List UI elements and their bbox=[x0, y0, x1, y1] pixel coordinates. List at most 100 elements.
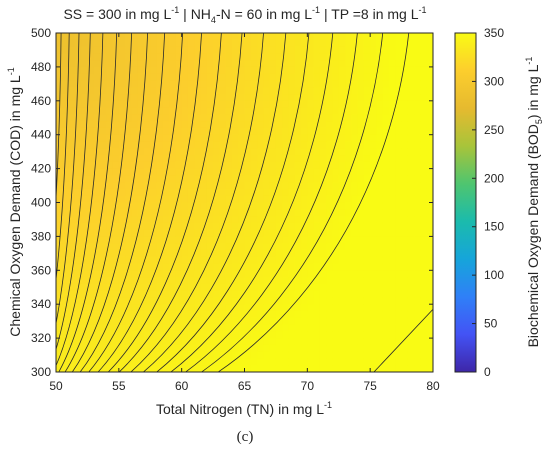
heatmap-cell bbox=[263, 60, 271, 68]
heatmap-cell bbox=[395, 209, 403, 217]
heatmap-cell bbox=[288, 222, 296, 231]
heatmap-cell bbox=[250, 60, 258, 68]
heatmap-cell bbox=[376, 155, 384, 163]
heatmap-cell bbox=[213, 297, 220, 305]
heatmap-cell bbox=[282, 168, 290, 176]
heatmap-cell bbox=[244, 209, 252, 217]
heatmap-cell bbox=[93, 100, 101, 109]
heatmap-cell bbox=[137, 249, 145, 258]
heatmap-cell bbox=[257, 66, 264, 75]
heatmap-cell bbox=[206, 216, 214, 224]
heatmap-cell bbox=[194, 127, 202, 136]
heatmap-cell bbox=[345, 283, 352, 292]
heatmap-cell bbox=[238, 249, 246, 258]
heatmap-cell bbox=[414, 148, 422, 156]
heatmap-cell bbox=[382, 114, 390, 122]
heatmap-cell bbox=[200, 134, 208, 143]
heatmap-cell bbox=[414, 236, 422, 244]
heatmap-cell bbox=[301, 236, 308, 244]
heatmap-cell bbox=[87, 175, 95, 183]
heatmap-cell bbox=[395, 216, 403, 224]
heatmap-cell bbox=[244, 202, 252, 210]
heatmap-cell bbox=[420, 222, 428, 231]
heatmap-cell bbox=[382, 182, 390, 190]
heatmap-cell bbox=[118, 80, 126, 88]
heatmap-cell bbox=[389, 365, 396, 372]
heatmap-cell bbox=[326, 317, 334, 326]
heatmap-cell bbox=[62, 53, 70, 61]
heatmap-cell bbox=[131, 175, 139, 183]
heatmap-cell bbox=[257, 148, 264, 156]
heatmap-cell bbox=[187, 94, 195, 102]
heatmap-cell bbox=[131, 331, 139, 339]
heatmap-cell bbox=[345, 127, 352, 136]
heatmap-cell bbox=[345, 277, 352, 285]
heatmap-cell bbox=[370, 283, 378, 292]
heatmap-cell bbox=[345, 229, 352, 237]
heatmap-cell bbox=[156, 107, 164, 115]
heatmap-cell bbox=[200, 53, 208, 61]
heatmap-cell bbox=[250, 39, 258, 48]
heatmap-cell bbox=[238, 188, 246, 197]
heatmap-cell bbox=[150, 236, 158, 244]
heatmap-cell bbox=[275, 202, 283, 210]
heatmap-cell bbox=[250, 304, 258, 312]
heatmap-cell bbox=[99, 87, 107, 95]
heatmap-cell bbox=[288, 351, 296, 360]
heatmap-cell bbox=[56, 277, 63, 285]
heatmap-cell bbox=[62, 358, 70, 366]
heatmap-cell bbox=[326, 222, 334, 231]
heatmap-cell bbox=[225, 304, 233, 312]
heatmap-cell bbox=[143, 317, 151, 326]
heatmap-cell bbox=[351, 236, 359, 244]
heatmap-cell bbox=[426, 114, 433, 122]
heatmap-cell bbox=[137, 263, 145, 271]
heatmap-cell bbox=[288, 290, 296, 299]
heatmap-cell bbox=[301, 73, 308, 82]
heatmap-cell bbox=[244, 33, 252, 41]
heatmap-cell bbox=[106, 216, 114, 224]
heatmap-cell bbox=[294, 66, 302, 75]
heatmap-cell bbox=[407, 155, 415, 163]
heatmap-cell bbox=[131, 277, 139, 285]
heatmap-cell bbox=[156, 236, 164, 244]
heatmap-cell bbox=[200, 310, 208, 319]
heatmap-cell bbox=[395, 236, 403, 244]
heatmap-cell bbox=[106, 73, 114, 82]
heatmap-cell bbox=[162, 121, 170, 129]
heatmap-cell bbox=[326, 107, 334, 115]
heatmap-cell bbox=[382, 338, 390, 346]
heatmap-cell bbox=[244, 39, 252, 48]
heatmap-cell bbox=[294, 60, 302, 68]
heatmap-cell bbox=[288, 188, 296, 197]
heatmap-cell bbox=[319, 195, 327, 204]
heatmap-cell bbox=[357, 249, 365, 258]
heatmap-cell bbox=[238, 155, 246, 163]
heatmap-cell bbox=[351, 270, 359, 278]
heatmap-cell bbox=[313, 107, 321, 115]
heatmap-cell bbox=[250, 256, 258, 265]
heatmap-cell bbox=[213, 283, 220, 292]
heatmap-cell bbox=[99, 73, 107, 82]
heatmap-cell bbox=[238, 127, 246, 136]
heatmap-cell bbox=[181, 46, 189, 54]
heatmap-cell bbox=[56, 195, 63, 204]
heatmap-cell bbox=[376, 338, 384, 346]
heatmap-cell bbox=[420, 141, 428, 149]
heatmap-cell bbox=[326, 324, 334, 332]
heatmap-cell bbox=[68, 236, 76, 244]
colorbar-tick-label: 150 bbox=[484, 220, 504, 234]
heatmap-cell bbox=[257, 317, 264, 326]
heatmap-cell bbox=[263, 324, 271, 332]
heatmap-cell bbox=[319, 338, 327, 346]
heatmap-cell bbox=[345, 358, 352, 366]
heatmap-cell bbox=[389, 94, 396, 102]
heatmap-cell bbox=[363, 236, 371, 244]
heatmap-cell bbox=[338, 277, 346, 285]
heatmap-cell bbox=[106, 270, 114, 278]
heatmap-cell bbox=[194, 188, 202, 197]
heatmap-cell bbox=[294, 202, 302, 210]
heatmap-cell bbox=[181, 148, 189, 156]
heatmap-cell bbox=[187, 249, 195, 258]
heatmap-cell bbox=[326, 209, 334, 217]
